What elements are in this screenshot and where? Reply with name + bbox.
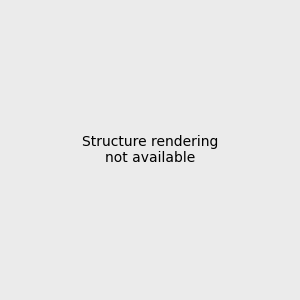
Text: Structure rendering
not available: Structure rendering not available (82, 135, 218, 165)
